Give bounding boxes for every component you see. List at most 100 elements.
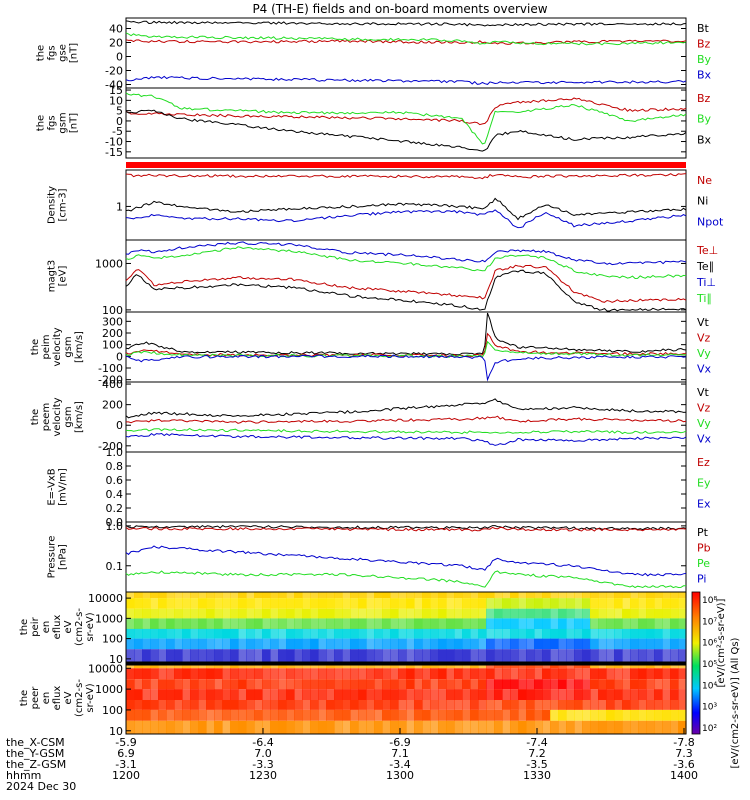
heatmap-cell — [126, 592, 135, 599]
panel-efield: 1.00.80.60.40.20.0 Ez Ey Ex E=-VxB [mV/m] — [47, 446, 711, 529]
heatmap-cell — [350, 592, 359, 599]
heatmap-cell — [294, 679, 303, 690]
heatmap-cell — [478, 608, 487, 619]
heatmap-cell — [286, 598, 295, 609]
heatmap-cell — [574, 649, 583, 662]
heatmap-cell — [638, 709, 647, 721]
heatmap-cell — [294, 709, 303, 721]
heatmap-cell — [190, 689, 199, 700]
x-row-value: -7.4 — [526, 736, 547, 749]
heatmap-cell — [574, 608, 583, 619]
heatmap-cell — [558, 608, 567, 619]
y-tick-label: 1000 — [95, 612, 123, 625]
heatmap-cell — [334, 709, 343, 721]
heatmap-cell — [454, 628, 463, 639]
heatmap-cell — [590, 700, 599, 710]
heatmap-cell — [518, 709, 527, 721]
heatmap-cell — [350, 598, 359, 609]
heatmap-cell — [430, 598, 439, 609]
heatmap-cell — [190, 679, 199, 690]
heatmap-cell — [566, 689, 575, 700]
heatmap-cell — [470, 618, 479, 629]
heatmap-cell — [582, 608, 591, 619]
heatmap-cell — [382, 679, 391, 690]
flag-bar — [126, 162, 686, 168]
y-tick-label: 1000 — [95, 257, 123, 270]
y-tick-label: 40 — [109, 23, 123, 36]
heatmap-cell — [502, 592, 511, 599]
heatmap-cell — [198, 679, 207, 690]
heatmap-cell — [270, 668, 279, 680]
heatmap-cell — [414, 700, 423, 710]
heatmap-cell — [598, 598, 607, 609]
heatmap-cell — [286, 628, 295, 639]
heatmap-cell — [150, 618, 159, 629]
heatmap-cell — [510, 592, 519, 599]
x-row-value: -3.6 — [673, 758, 694, 771]
heatmap-cell — [222, 679, 231, 690]
series-peem-velocity-2 — [125, 427, 687, 435]
heatmap-cell — [526, 628, 535, 639]
heatmap-cell — [174, 709, 183, 721]
heatmap-cell — [174, 628, 183, 639]
heatmap-cell — [630, 709, 639, 721]
heatmap-cell — [462, 628, 471, 639]
heatmap-cell — [238, 689, 247, 700]
heatmap-cell — [462, 679, 471, 690]
heatmap-cell — [462, 700, 471, 710]
legend-peim-velocity-2: Vy — [697, 347, 711, 360]
heatmap-cell — [150, 668, 159, 680]
heatmap-cell — [414, 598, 423, 609]
heatmap-cell — [366, 649, 375, 662]
x-row-value: -3.5 — [526, 758, 547, 771]
heatmap-cell — [590, 592, 599, 599]
heatmap-cell — [390, 689, 399, 700]
heatmap-cell — [390, 618, 399, 629]
heatmap-cell — [542, 608, 551, 619]
heatmap-cell — [614, 618, 623, 629]
heatmap-cell — [614, 679, 623, 690]
x-row-label: hhmm — [6, 769, 41, 782]
heatmap-cell — [638, 608, 647, 619]
heatmap-cell — [494, 618, 503, 629]
heatmap-cell — [190, 700, 199, 710]
legend-pressure-3: Pi — [697, 573, 706, 586]
heatmap-cell — [606, 720, 615, 734]
y-label-line: eflux — [52, 615, 63, 640]
heatmap-cell — [358, 700, 367, 710]
heatmap-cell — [646, 628, 655, 639]
y-tick-label: -200 — [98, 374, 123, 387]
heatmap-cell — [390, 598, 399, 609]
heatmap-cell — [590, 668, 599, 680]
heatmap-cell — [430, 700, 439, 710]
x-row-value: -3.4 — [389, 758, 410, 771]
y-label-line: [km/s] — [74, 331, 85, 363]
heatmap-cell — [678, 709, 687, 721]
heatmap-cell — [606, 700, 615, 710]
heatmap-cell — [534, 720, 543, 734]
heatmap-cell — [542, 720, 551, 734]
heatmap-cell — [670, 720, 679, 734]
heatmap-cell — [638, 679, 647, 690]
series-fgs-gsm-2 — [125, 109, 687, 152]
x-row-value: -3.1 — [115, 758, 136, 771]
heatmap-cell — [510, 628, 519, 639]
heatmap-cell — [606, 668, 615, 680]
heatmap-cell — [542, 649, 551, 662]
heatmap-cell — [230, 638, 239, 650]
heatmap-cell — [262, 618, 271, 629]
heatmap-cell — [678, 689, 687, 700]
heatmap-cell — [294, 608, 303, 619]
heatmap-cell — [342, 608, 351, 619]
y-tick-label: 1000 — [95, 683, 123, 696]
heatmap-cell — [286, 668, 295, 680]
heatmap-cell — [462, 618, 471, 629]
panel-frame — [125, 17, 687, 89]
heatmap-cell — [646, 689, 655, 700]
heatmap-cell — [550, 638, 559, 650]
heatmap-cell — [134, 628, 143, 639]
y-label-peir: the peir en eflux eV (cm2-s-sr-eV) — [19, 608, 96, 646]
heatmap-cell — [518, 592, 527, 599]
y-tick-label: -15 — [105, 146, 123, 159]
heatmap-cell — [486, 649, 495, 662]
